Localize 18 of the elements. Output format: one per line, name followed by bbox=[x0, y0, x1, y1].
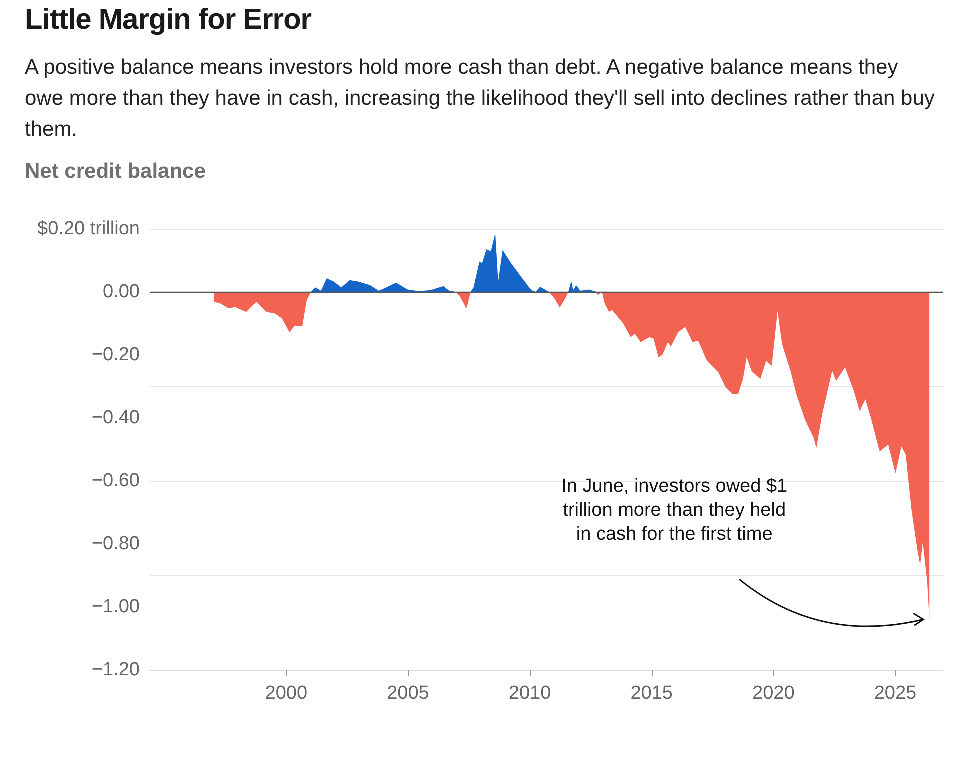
y-tick-label: −1.20 bbox=[92, 660, 140, 680]
x-tick-label: 2020 bbox=[752, 683, 795, 704]
y-tick-label: 0.00 bbox=[103, 282, 140, 302]
x-tick-label: 2015 bbox=[630, 683, 674, 704]
x-tick-label: 2000 bbox=[265, 683, 308, 704]
chart-title: Little Margin for Error bbox=[25, 4, 312, 37]
annotation: In June, investors owed $1 trillion more than they held in cash for the first time bbox=[560, 474, 789, 547]
y-tick-label: −0.60 bbox=[92, 470, 140, 492]
y-tick-label: −0.80 bbox=[92, 534, 140, 554]
y-axis-title: Net credit balance bbox=[25, 160, 206, 184]
x-tick-label: 2005 bbox=[387, 683, 430, 704]
y-tick-label: −1.00 bbox=[92, 596, 140, 618]
chart-subtitle: A positive balance means investors hold more cash than debt. A negative balance means they owe more than they have in cash, increasing the likelihood they'll sell into declines rather than buy them. bbox=[25, 55, 936, 143]
x-tick-label: 2010 bbox=[508, 683, 552, 704]
y-tick-label: −0.20 bbox=[92, 344, 140, 366]
x-tick-label: 2025 bbox=[874, 683, 917, 704]
y-tick-label: −0.40 bbox=[92, 408, 140, 428]
y-tick-label: $0.20 trillion bbox=[38, 218, 140, 240]
